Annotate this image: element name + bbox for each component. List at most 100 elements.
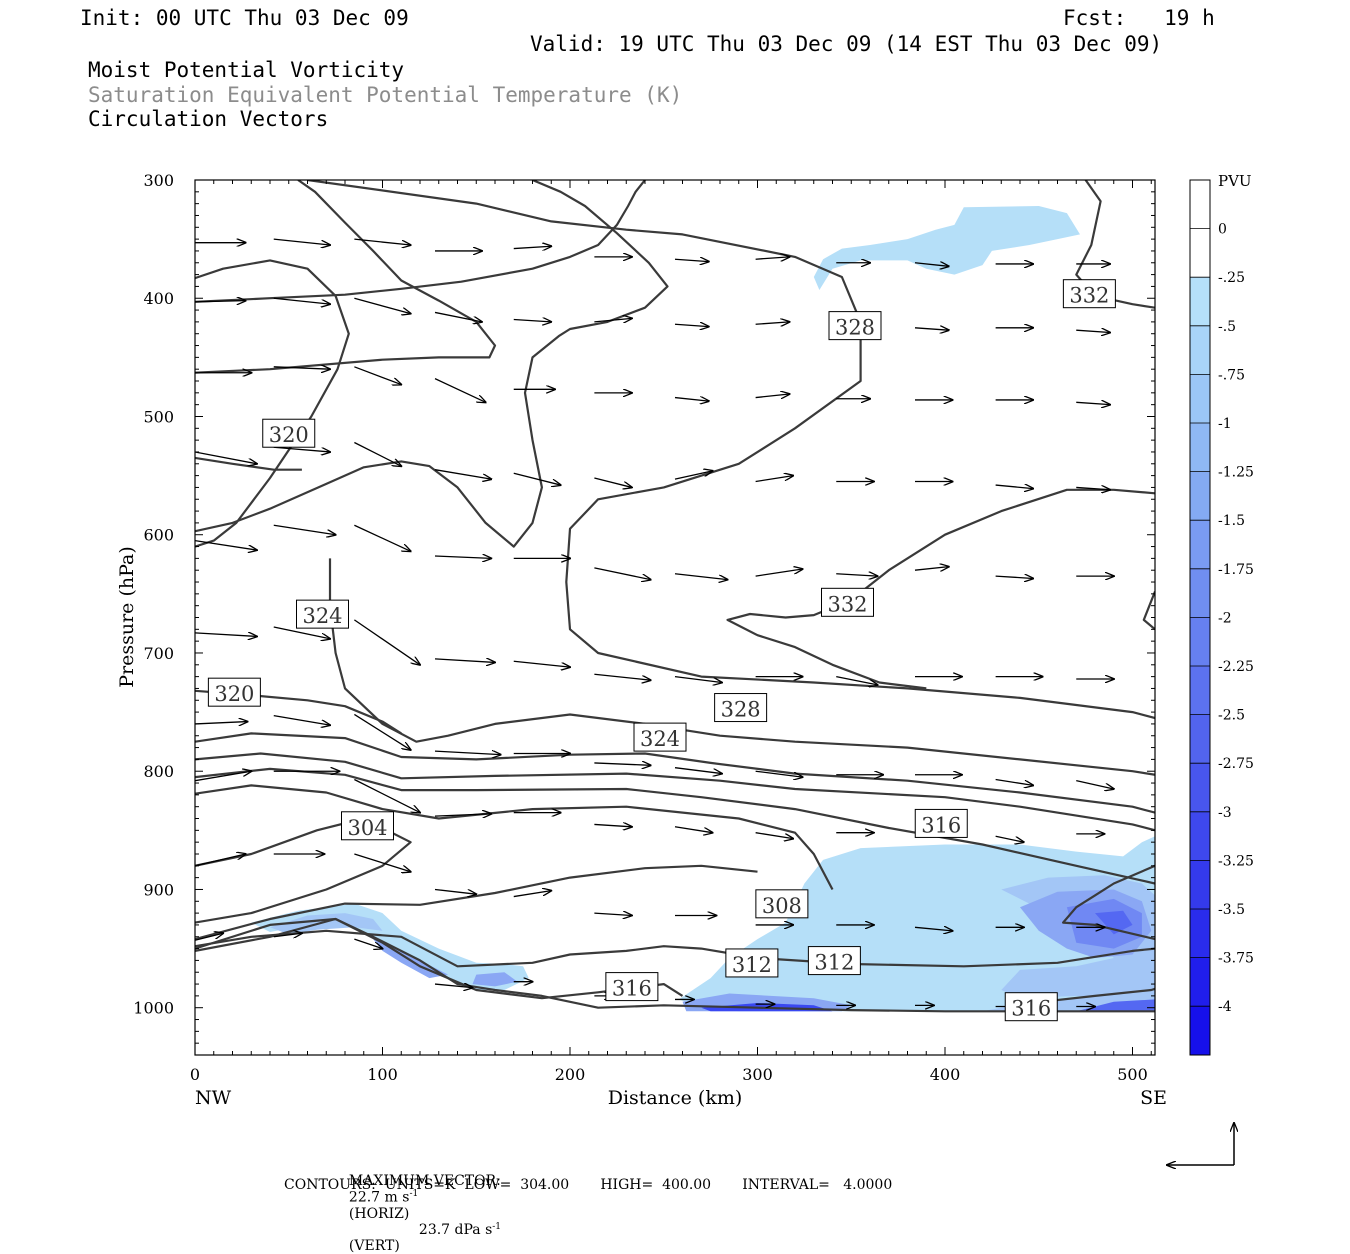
colorbar-label: 0 [1218,222,1227,238]
circulation-vector [273,626,330,639]
contour-label: 320 [269,423,309,447]
max-vector-vert: 23.7 dPa s [418,1222,493,1239]
contour-label-box [262,418,316,448]
circulation-vector [674,826,713,833]
contour-label: 308 [762,894,802,918]
contour-label: 324 [640,727,680,751]
x-axis-title: Distance (km) [608,1087,743,1109]
circulation-vector [755,322,790,324]
colorbar-label: -3 [1218,805,1232,821]
y-tick-label: 1000 [133,999,174,1018]
colorbar-label: -2.5 [1218,708,1245,724]
forecast-hour-label: Fcst: 19 h [1063,6,1215,30]
colorbar-swatch [1190,617,1210,666]
colorbar-label: -1.75 [1218,562,1254,578]
theta-es-contour [195,732,1155,814]
circulation-vector [755,257,790,259]
colorbar-label: -3.25 [1218,853,1254,869]
circulation-vector [354,441,401,467]
y-tick-label: 300 [143,171,174,190]
circulation-vector [674,675,722,683]
circulation-vector [513,660,570,667]
contour-label: 328 [835,316,875,340]
y-axis-title: Pressure (hPa) [116,546,138,688]
circulation-vector [594,567,650,580]
theta-es-contour [726,488,1155,690]
contour-label-box [1062,279,1116,309]
circulation-vector [674,471,713,480]
theta-es-contour [195,456,302,471]
circulation-vector [594,477,632,487]
x-tick-label: 100 [367,1065,398,1084]
colorbar-swatch [1190,1006,1210,1055]
circulation-vector [354,619,420,665]
contour-label: 316 [1011,997,1051,1021]
circulation-vector [434,311,482,321]
contour-label-box [725,948,779,978]
y-tick-label: 800 [143,762,174,781]
theta-es-contour [195,864,758,941]
field-title-mpv: Moist Potential Vorticity [88,58,405,82]
circulation-vector [755,770,803,777]
theta-es-contour [307,180,1155,720]
reference-vector-icon [1167,1123,1234,1165]
contour-labels: 332 328 320 324 332 320 328 324 316 304 308 312 312 3… [207,279,1116,1022]
circulation-vector [594,913,632,915]
circulation-vector [513,891,552,898]
contour-label-box [1004,992,1058,1022]
pv-region [251,903,529,990]
circulation-vector [755,476,794,483]
circulation-vectors [195,238,1114,1006]
colorbar-swatch [1190,909,1210,958]
circulation-vector [354,778,420,812]
x-end-label: SE [1140,1087,1167,1109]
contour-label-box [807,946,861,976]
circulation-vector [434,556,491,558]
circulation-vector [1076,780,1114,789]
colorbar-swatch [1190,423,1210,472]
circulation-vector [195,933,223,941]
x-tick-label: 300 [742,1065,773,1084]
circulation-vector [434,984,473,988]
colorbar-title: PVU [1218,172,1252,190]
circulation-vector [354,238,410,245]
circulation-vector [273,446,330,452]
contour-label-box [296,599,349,629]
colorbar-swatch [1190,666,1210,715]
circulation-vector [434,378,486,403]
circulation-vector [995,778,1034,785]
x-tick-label: 500 [1117,1065,1148,1084]
colorbar-swatch [1190,471,1210,521]
y-tick-label: 500 [143,407,174,426]
colorbar-label: -2 [1218,610,1232,626]
colorbar-swatch [1190,325,1210,375]
circulation-vector [273,367,330,369]
contour-label: 320 [214,682,254,706]
circulation-vector [195,451,257,464]
circulation-vector [914,263,949,267]
contour-label: 324 [302,604,342,628]
theta-es-contour [1061,864,1155,941]
circulation-vector [914,567,949,571]
colorbar-label: -2.25 [1218,659,1254,675]
colorbar-label: -3.5 [1218,902,1245,918]
contour-label: 312 [814,951,854,975]
contour-info-line: CONTOURS: UNITS=K LOW= 304.00 HIGH= 400.… [284,1177,893,1193]
circulation-vector [1076,402,1110,404]
circulation-vector [674,398,709,402]
circulation-vector [273,238,330,245]
x-start-label: NW [195,1087,232,1109]
contour-label: 312 [732,953,772,977]
circulation-vector [273,524,336,534]
circulation-vector [995,576,1034,578]
cross-section-chart: 332 328 320 324 332 320 328 324 316 304 308 312 312 3… [116,171,1254,1200]
colorbar-label: -.25 [1218,270,1245,286]
circulation-vector [513,320,552,322]
pv-region [678,836,1155,1012]
theta-es-contour [195,752,1155,832]
horiz-exponent: -1 [409,1189,419,1199]
contour-label: 332 [1069,284,1109,308]
axis-labels: 0 100 200 300 400 500 300 400 500 600 700 800 900 100… [133,171,1147,1084]
colorbar-label: -1.5 [1218,513,1245,529]
y-tick-label: 600 [143,526,174,545]
